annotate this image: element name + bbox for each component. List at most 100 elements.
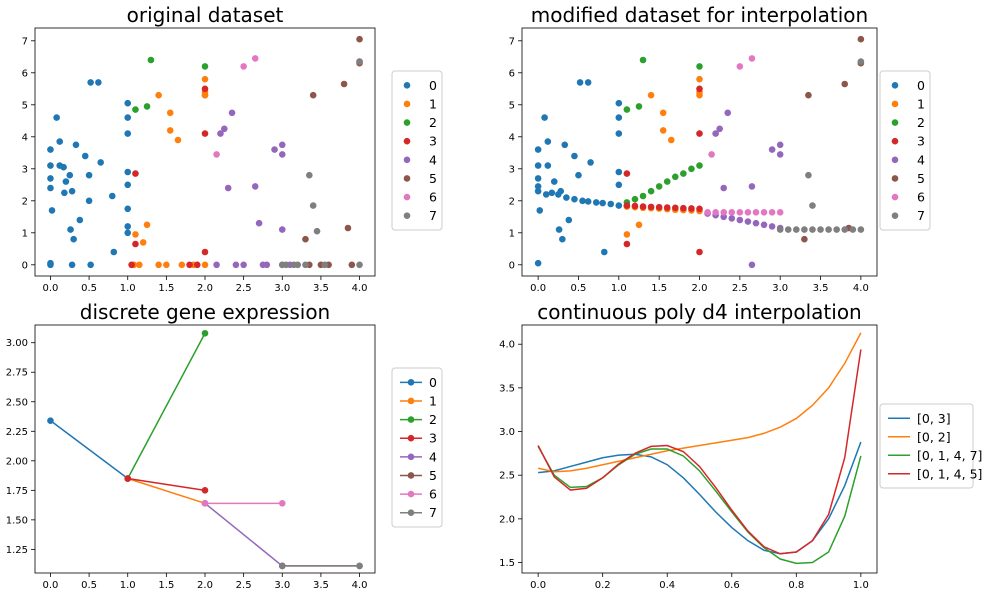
legend-marker bbox=[403, 119, 411, 126]
legend-label: [0, 2] bbox=[917, 429, 951, 444]
data-point bbox=[53, 114, 60, 121]
data-point bbox=[48, 207, 56, 214]
data-point bbox=[784, 226, 792, 233]
data-point bbox=[655, 183, 663, 190]
data-point bbox=[849, 226, 857, 233]
legend-marker bbox=[891, 175, 899, 182]
data-point bbox=[62, 178, 70, 185]
data-point bbox=[696, 63, 703, 70]
data-point bbox=[817, 226, 824, 233]
data-point bbox=[688, 165, 695, 173]
y-tick-label: 2.0 bbox=[499, 514, 515, 525]
data-point bbox=[201, 85, 209, 93]
subplot-1: modified dataset for interpolation 0.0 0.5… bbox=[509, 3, 931, 294]
data-point bbox=[193, 261, 201, 269]
data-point bbox=[309, 202, 317, 209]
series-0 bbox=[47, 417, 132, 482]
series-line bbox=[537, 332, 862, 473]
data-point bbox=[805, 171, 812, 179]
data-point bbox=[639, 192, 647, 200]
data-point bbox=[278, 141, 286, 149]
data-point bbox=[748, 261, 756, 269]
x-tick-label: 3.0 bbox=[274, 580, 290, 591]
data-point bbox=[809, 202, 816, 209]
legend-marker bbox=[891, 82, 899, 89]
data-point bbox=[748, 183, 756, 190]
series-7 bbox=[776, 58, 865, 233]
legend-marker bbox=[891, 100, 899, 108]
legend-label: 1 bbox=[917, 96, 925, 111]
data-point bbox=[302, 235, 309, 243]
legend-box bbox=[879, 403, 974, 489]
data-point bbox=[680, 170, 687, 177]
series-line bbox=[127, 477, 206, 492]
y-tick-label: 1 bbox=[22, 228, 28, 239]
data-point bbox=[67, 226, 74, 233]
data-point bbox=[132, 106, 139, 113]
data-point bbox=[534, 146, 542, 153]
y-tick-label: 2.50 bbox=[6, 397, 28, 408]
data-point bbox=[132, 231, 139, 238]
data-point bbox=[47, 146, 54, 153]
series-line bbox=[538, 441, 862, 555]
data-point bbox=[561, 141, 569, 149]
data-point bbox=[143, 221, 151, 229]
y-tick-label: 3.5 bbox=[499, 383, 515, 394]
data-point bbox=[760, 221, 768, 229]
data-point bbox=[348, 261, 356, 269]
data-point bbox=[600, 248, 608, 256]
data-point bbox=[696, 205, 703, 213]
x-tick-label: 3.5 bbox=[813, 283, 829, 294]
data-point bbox=[213, 151, 220, 158]
data-point bbox=[251, 183, 259, 190]
legend: 0 1 2 3 4 5 6 7 bbox=[879, 70, 931, 231]
legend-box bbox=[879, 70, 931, 231]
data-point bbox=[667, 136, 675, 144]
data-point bbox=[263, 261, 271, 269]
data-point bbox=[584, 198, 592, 205]
legend-label: 7 bbox=[917, 208, 925, 223]
series-0 bbox=[47, 79, 132, 269]
series-6 bbox=[704, 55, 784, 216]
y-tick-label: 6 bbox=[509, 68, 515, 79]
axes-frame bbox=[521, 27, 878, 277]
legend-marker bbox=[403, 212, 411, 219]
legend-label: 3 bbox=[917, 134, 925, 149]
data-point bbox=[671, 173, 679, 181]
y-tick-label: 0 bbox=[509, 260, 515, 271]
data-point bbox=[124, 130, 132, 137]
legend-marker bbox=[403, 137, 411, 145]
data-point bbox=[857, 226, 865, 233]
legend-marker bbox=[403, 82, 411, 89]
data-point bbox=[579, 197, 586, 205]
series-line bbox=[50, 420, 129, 480]
x-tick-label: 4.0 bbox=[853, 283, 869, 294]
legend-label: 2 bbox=[917, 115, 925, 130]
data-point bbox=[565, 216, 573, 224]
data-point bbox=[251, 55, 259, 62]
series-2 bbox=[537, 446, 862, 565]
data-point bbox=[736, 63, 744, 70]
data-point bbox=[201, 500, 209, 507]
data-point bbox=[623, 202, 631, 209]
data-point bbox=[623, 106, 631, 113]
data-point bbox=[776, 141, 784, 149]
data-point bbox=[575, 171, 582, 179]
data-point bbox=[47, 259, 54, 267]
data-point bbox=[736, 216, 744, 224]
x-tick-label: 2.5 bbox=[732, 283, 748, 294]
legend-label: 3 bbox=[429, 431, 437, 446]
axes-frame bbox=[34, 324, 376, 574]
data-point bbox=[306, 171, 313, 179]
axes-frame bbox=[34, 27, 376, 277]
y-tick-label: 2.75 bbox=[6, 368, 28, 379]
y-tick-label: 4.0 bbox=[499, 340, 515, 351]
subplot-title: original dataset bbox=[127, 3, 284, 27]
x-tick-label: 0.0 bbox=[530, 580, 546, 591]
data-point bbox=[647, 203, 655, 211]
series-6 bbox=[201, 500, 286, 507]
data-point bbox=[696, 162, 703, 169]
series-1 bbox=[623, 75, 703, 238]
y-tick-label: 4 bbox=[509, 132, 515, 143]
series-2 bbox=[623, 56, 703, 206]
